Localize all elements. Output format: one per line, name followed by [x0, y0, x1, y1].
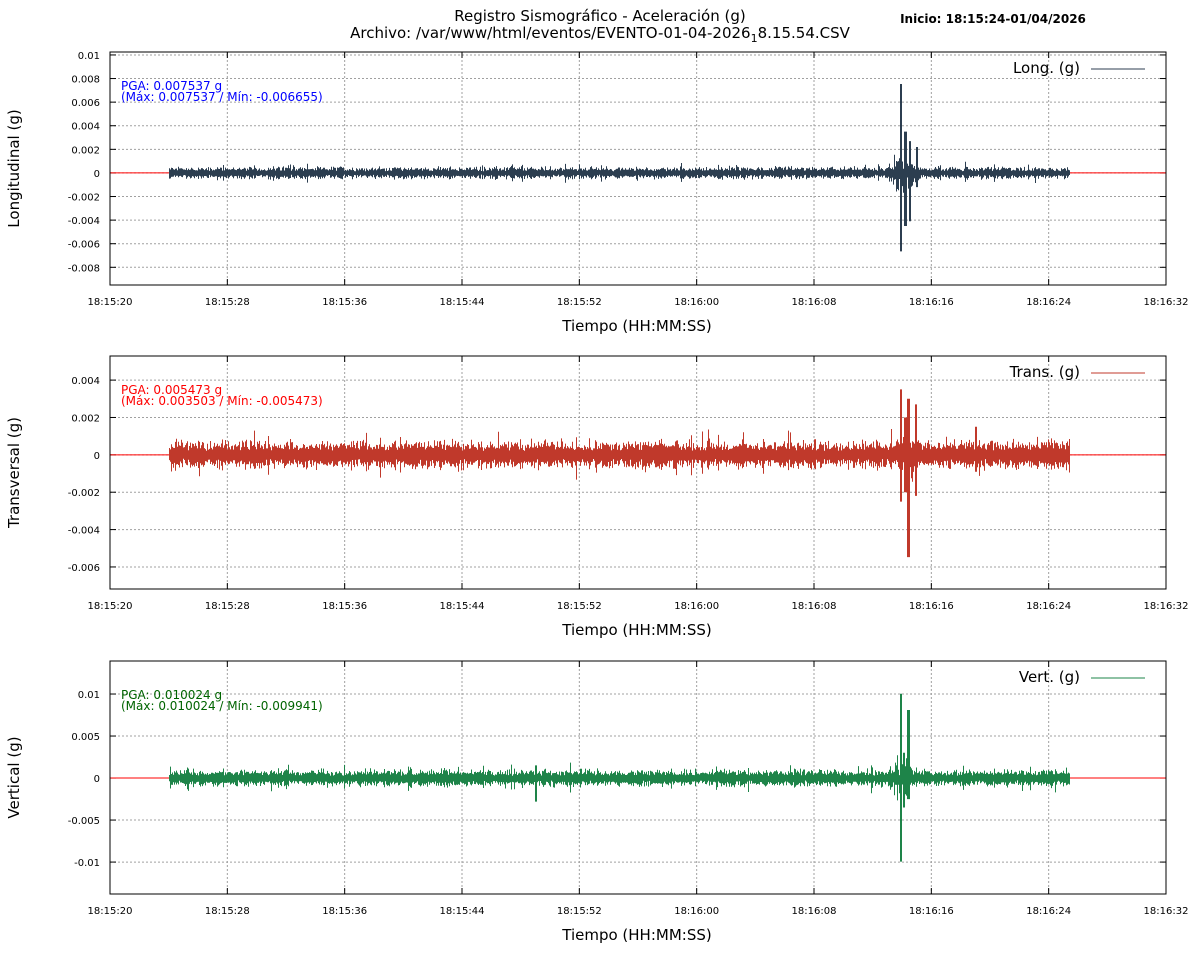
x-tick-label: 18:16:16	[909, 906, 954, 917]
x-tick-label: 18:16:16	[909, 297, 954, 308]
x-tick-label: 18:16:08	[792, 601, 837, 612]
pga-annotation: PGA: 0.010024 g	[121, 688, 222, 702]
y-tick-label: -0.006	[68, 563, 100, 574]
x-tick-label: 18:15:36	[322, 906, 367, 917]
x-tick-label: 18:16:00	[674, 906, 719, 917]
waveform-vertical	[169, 693, 1070, 862]
x-tick-label: 18:16:16	[909, 601, 954, 612]
x-axis-label: Tiempo (HH:MM:SS)	[561, 621, 711, 639]
y-axis-label: Longitudinal (g)	[5, 109, 23, 227]
x-axis-label: Tiempo (HH:MM:SS)	[561, 317, 711, 335]
y-tick-label: 0	[94, 169, 100, 180]
panel-vertical: 0.01 0.005 0 -0.005 -0.01 18:15:20 18:15:28 18:…	[5, 660, 1189, 944]
legend-label: Vert. (g)	[1019, 668, 1080, 686]
y-tick-label: -0.01	[74, 858, 100, 869]
y-tick-label: 0.002	[71, 413, 100, 424]
waveform-longitudinal	[169, 84, 1070, 252]
x-tick-label: 18:15:20	[88, 906, 133, 917]
y-tick-label: -0.006	[68, 240, 100, 251]
y-tick-label: 0	[94, 451, 100, 462]
legend-label: Trans. (g)	[1009, 363, 1080, 381]
x-tick-label: 18:16:24	[1026, 601, 1071, 612]
maxmin-annotation: (Máx: 0.007537 / Mín: -0.006655)	[121, 90, 323, 104]
y-tick-label: 0.008	[71, 75, 100, 86]
y-axis-label: Transversal (g)	[5, 417, 23, 529]
y-tick-label: -0.004	[68, 526, 100, 537]
y-tick-label: 0.01	[78, 690, 100, 701]
x-tick-label: 18:15:20	[88, 297, 133, 308]
x-tick-label: 18:16:32	[1144, 906, 1189, 917]
x-tick-label: 18:15:52	[557, 297, 602, 308]
y-tick-label: 0.006	[71, 98, 100, 109]
x-tick-label: 18:15:20	[88, 601, 133, 612]
x-tick-label: 18:15:52	[557, 906, 602, 917]
subtitle-main: Archivo: /var/www/html/eventos/EVENTO-01…	[350, 24, 751, 42]
subtitle-tail: 8.15.54.CSV	[758, 24, 851, 42]
x-tick-label: 18:16:24	[1026, 906, 1071, 917]
y-tick-label: -0.005	[68, 816, 100, 827]
y-tick-label: 0.004	[71, 122, 100, 133]
chart-title: Registro Sismográfico - Aceleración (g)	[454, 7, 745, 25]
y-axis-label: Vertical (g)	[5, 736, 23, 818]
x-tick-label: 18:15:44	[440, 906, 485, 917]
x-tick-label: 18:15:36	[322, 601, 367, 612]
x-tick-label: 18:15:52	[557, 601, 602, 612]
x-tick-label: 18:16:08	[792, 906, 837, 917]
x-tick-label: 18:15:28	[205, 297, 250, 308]
y-tick-label: 0.002	[71, 145, 100, 156]
x-tick-label: 18:16:32	[1144, 601, 1189, 612]
plot-frame	[109, 660, 1167, 895]
pga-annotation: PGA: 0.005473 g	[121, 383, 222, 397]
subtitle-subscript: 1	[751, 32, 758, 45]
x-tick-label: 18:15:44	[440, 601, 485, 612]
waveform-transversal	[169, 389, 1070, 558]
y-tick-label: -0.004	[68, 216, 100, 227]
x-tick-label: 18:16:24	[1026, 297, 1071, 308]
x-tick-label: 18:16:08	[792, 297, 837, 308]
x-tick-label: 18:15:28	[205, 906, 250, 917]
x-tick-label: 18:15:28	[205, 601, 250, 612]
y-tick-label: -0.008	[68, 263, 100, 274]
x-tick-label: 18:16:32	[1144, 297, 1189, 308]
start-time-label: Inicio: 18:15:24-01/04/2026	[900, 12, 1086, 26]
panel-longitudinal: 0.01 0.008 0.006 0.004 0.002 0 -0.002 -0.004 -0.…	[5, 51, 1188, 335]
y-tick-label: 0.005	[71, 732, 100, 743]
x-tick-label: 18:15:44	[440, 297, 485, 308]
x-tick-label: 18:15:36	[322, 297, 367, 308]
y-tick-label: 0.004	[71, 376, 100, 387]
y-tick-label: -0.002	[68, 193, 100, 204]
y-tick-label: 0.01	[78, 51, 100, 62]
pga-annotation: PGA: 0.007537 g	[121, 79, 222, 93]
x-tick-label: 18:16:00	[674, 601, 719, 612]
legend-label: Long. (g)	[1013, 59, 1080, 77]
y-tick-label: 0	[94, 774, 100, 785]
plot-frame	[109, 355, 1167, 590]
panel-transversal: 0.004 0.002 0 -0.002 -0.004 -0.006 18:15:20 18:…	[5, 355, 1189, 639]
x-tick-label: 18:16:00	[674, 297, 719, 308]
maxmin-annotation: (Máx: 0.010024 / Mín: -0.009941)	[121, 699, 323, 713]
y-tick-label: -0.002	[68, 488, 100, 499]
chart-subtitle: Archivo: /var/www/html/eventos/EVENTO-01…	[350, 24, 851, 45]
x-axis-label: Tiempo (HH:MM:SS)	[561, 926, 711, 944]
plot-frame	[109, 51, 1167, 286]
maxmin-annotation: (Máx: 0.003503 / Mín: -0.005473)	[121, 394, 323, 408]
